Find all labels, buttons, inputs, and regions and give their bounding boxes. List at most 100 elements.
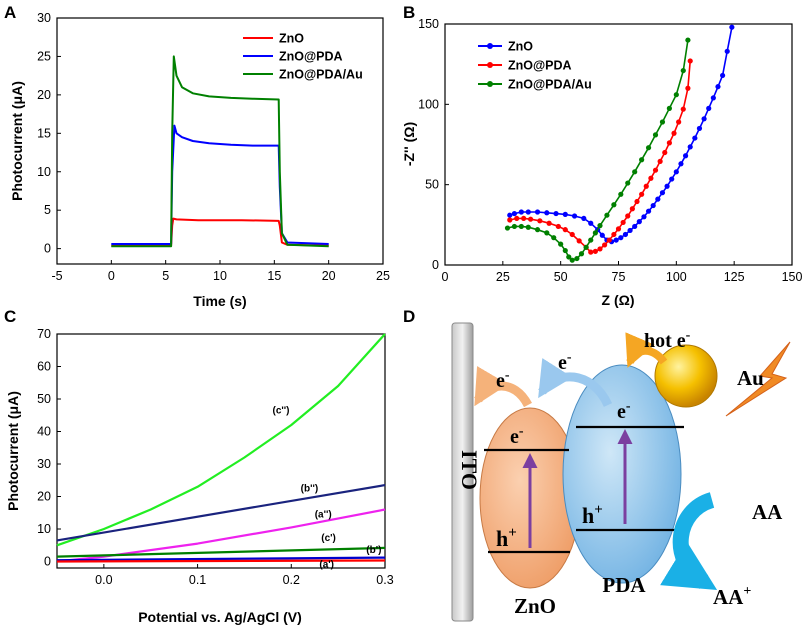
y-tick-label: 15 — [37, 126, 51, 140]
electron-label-transfer: e- — [558, 350, 572, 374]
data-point — [659, 190, 666, 196]
data-point — [553, 210, 559, 217]
data-point — [696, 125, 703, 132]
legend-marker — [487, 81, 493, 87]
legend-label: ZnO@PDA/Au — [508, 78, 592, 92]
data-point — [555, 223, 561, 230]
data-point — [588, 220, 594, 226]
data-point — [724, 48, 730, 54]
data-point — [662, 149, 668, 156]
y-tick-label: 25 — [37, 49, 51, 63]
data-point — [676, 119, 682, 125]
data-point — [666, 105, 672, 111]
data-point — [521, 215, 527, 222]
data-point — [562, 247, 568, 254]
data-point — [687, 144, 693, 150]
data-point — [525, 224, 531, 230]
data-point — [673, 92, 679, 98]
data-point — [604, 212, 610, 218]
legend-label: ZnO@PDA — [279, 50, 343, 64]
x-tick-label: -5 — [51, 269, 62, 283]
data-point — [592, 230, 598, 236]
data-point — [706, 105, 712, 111]
data-point — [588, 249, 594, 255]
data-point — [544, 230, 550, 236]
electron-label-zno: e- — [510, 424, 524, 448]
y-tick-label: 20 — [37, 490, 51, 504]
y-tick-label: 150 — [418, 17, 439, 31]
data-point — [618, 191, 624, 197]
data-point — [627, 227, 633, 234]
au-label: Au — [737, 366, 764, 390]
data-point — [597, 246, 603, 252]
y-tick-label: 30 — [37, 11, 51, 25]
data-point — [571, 213, 578, 219]
data-point — [680, 106, 686, 112]
legend-marker — [487, 43, 493, 49]
data-point — [648, 175, 654, 181]
data-point — [597, 223, 603, 229]
legend-label: ZnO — [279, 32, 304, 46]
y-tick-label: 20 — [37, 88, 51, 102]
x-tick-label: 125 — [724, 270, 745, 284]
data-point — [666, 140, 672, 146]
au-nanoparticle — [654, 344, 718, 408]
data-point — [576, 238, 582, 244]
curve-label: (a'') — [315, 510, 332, 521]
data-point — [578, 251, 585, 257]
data-point — [546, 220, 552, 226]
x-tick-label: 25 — [496, 270, 510, 284]
schematic-d: ITO e- e- e- e- hot e- h+ h+ ZnO — [451, 322, 791, 622]
data-point — [692, 135, 698, 141]
data-point — [659, 119, 666, 125]
data-point — [551, 235, 557, 241]
legend-label: ZnO@PDA/Au — [279, 68, 363, 82]
aa-label: AA — [752, 500, 783, 524]
series-line — [111, 217, 329, 247]
x-tick-label: 0.2 — [283, 573, 300, 587]
panel-label-a: A — [4, 3, 16, 22]
x-tick-label: 10 — [213, 269, 227, 283]
series-line — [56, 508, 386, 563]
data-point — [687, 58, 693, 64]
data-point — [599, 232, 605, 238]
x-tick-label: 0.1 — [189, 573, 206, 587]
series-b — [504, 24, 735, 263]
data-point — [618, 235, 624, 241]
legend-b: ZnO ZnO@PDA ZnO@PDA/Au — [478, 40, 592, 92]
curve-labels-c: (c'') (b'') (a'') (c') (b') (a') — [273, 406, 382, 571]
data-point — [592, 248, 598, 254]
y-tick-label: 10 — [37, 165, 51, 179]
zno-label: ZnO — [514, 594, 556, 618]
series-c — [56, 333, 386, 563]
data-point — [620, 219, 626, 226]
y-axis-title-b: -Z'' (Ω) — [401, 122, 417, 166]
x-tick-label: 0.3 — [376, 573, 393, 587]
x-tick-label: 100 — [666, 270, 687, 284]
data-point — [544, 210, 550, 216]
y-tick-label: 40 — [37, 425, 51, 439]
x-tick-label: 25 — [376, 269, 390, 283]
data-point — [518, 209, 524, 215]
data-point — [715, 84, 721, 90]
data-point — [669, 176, 675, 182]
y-tick-label: 0 — [44, 242, 51, 256]
series-line — [56, 484, 386, 542]
data-point — [682, 153, 689, 159]
x-axis-title-c: Potential vs. Ag/AgCl (V) — [138, 609, 302, 625]
legend-a: ZnO ZnO@PDA ZnO@PDA/Au — [243, 32, 363, 82]
data-point — [636, 219, 642, 225]
data-point — [639, 157, 645, 163]
x-tick-label: 5 — [162, 269, 169, 283]
y-tick-label: 0 — [44, 555, 51, 569]
data-point — [720, 72, 726, 79]
data-point — [583, 244, 589, 250]
y-tick-label: 60 — [37, 360, 51, 374]
ito-electrode — [451, 322, 474, 622]
au-to-pda-arrow — [625, 332, 668, 368]
plot-frame-c — [56, 333, 386, 569]
y-tick-label: 100 — [418, 97, 439, 111]
panel-label-d: D — [403, 307, 415, 326]
